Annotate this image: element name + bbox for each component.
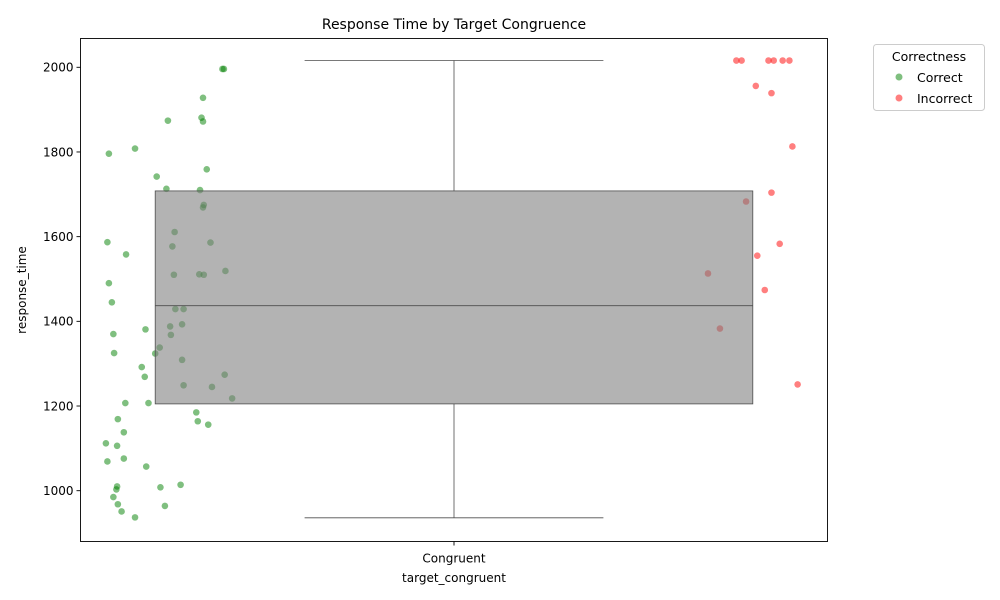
data-point-correct bbox=[177, 481, 184, 489]
data-point-incorrect bbox=[733, 57, 740, 64]
y-tick-label: 2000 bbox=[43, 61, 74, 75]
y-tick-label: 1200 bbox=[43, 399, 74, 413]
data-point-correct bbox=[122, 399, 129, 407]
data-point-correct bbox=[157, 484, 164, 491]
y-tick-label: 1000 bbox=[43, 484, 74, 498]
data-point-correct bbox=[138, 363, 146, 371]
data-point-incorrect bbox=[789, 143, 796, 150]
data-point-correct bbox=[108, 298, 116, 306]
legend-frame bbox=[873, 44, 985, 111]
data-point-correct bbox=[142, 326, 149, 333]
data-point-incorrect bbox=[776, 240, 783, 248]
data-point-correct bbox=[163, 185, 170, 193]
data-point-correct bbox=[203, 166, 211, 173]
box-body bbox=[154, 190, 754, 405]
y-tick-label: 1600 bbox=[43, 230, 74, 244]
data-point-correct bbox=[110, 330, 117, 338]
data-point-correct bbox=[141, 373, 149, 381]
data-point-correct bbox=[113, 486, 120, 493]
data-point-incorrect bbox=[770, 57, 778, 64]
data-point-incorrect bbox=[794, 381, 801, 388]
data-point-incorrect bbox=[768, 89, 775, 97]
data-point-incorrect bbox=[779, 57, 786, 64]
data-point-incorrect bbox=[761, 286, 769, 294]
y-axis-label: response_time bbox=[15, 246, 29, 334]
legend-marker-correct bbox=[895, 73, 903, 81]
data-point-incorrect bbox=[768, 189, 775, 196]
data-point-correct bbox=[142, 463, 150, 470]
y-tick-label: 1800 bbox=[43, 145, 74, 159]
legend-label-incorrect: Incorrect bbox=[917, 91, 972, 106]
data-point-correct bbox=[153, 173, 160, 180]
data-point-correct bbox=[194, 417, 202, 425]
box-plot bbox=[304, 60, 604, 519]
data-point-correct bbox=[110, 349, 118, 357]
data-point-correct bbox=[114, 500, 122, 508]
data-point-correct bbox=[131, 514, 139, 521]
data-point-incorrect bbox=[738, 57, 745, 64]
data-point-correct bbox=[145, 399, 152, 407]
data-point-correct bbox=[199, 118, 207, 125]
data-point-correct bbox=[199, 94, 207, 102]
x-axis-label: target_congruent bbox=[402, 571, 506, 585]
data-point-correct bbox=[204, 421, 212, 428]
legend: Correctness Correct Incorrect bbox=[873, 44, 985, 111]
legend-marker-incorrect bbox=[895, 94, 903, 102]
data-point-incorrect bbox=[753, 252, 761, 260]
legend-title: Correctness bbox=[892, 49, 966, 64]
data-point-correct bbox=[105, 150, 113, 157]
data-point-correct bbox=[192, 409, 200, 416]
x-tick-label: Congruent bbox=[422, 552, 485, 566]
data-point-correct bbox=[113, 442, 121, 450]
data-point-correct bbox=[120, 455, 128, 462]
data-point-correct bbox=[110, 493, 117, 501]
data-point-correct bbox=[104, 458, 111, 465]
data-point-correct bbox=[118, 508, 125, 515]
chart-title: Response Time by Target Congruence bbox=[322, 17, 586, 33]
data-point-correct bbox=[104, 238, 111, 246]
data-point-incorrect bbox=[752, 82, 760, 90]
data-point-correct bbox=[131, 145, 139, 152]
box-iqr bbox=[154, 190, 754, 405]
data-point-correct bbox=[220, 65, 228, 73]
data-point-correct bbox=[105, 279, 113, 287]
data-point-correct bbox=[161, 502, 169, 510]
data-point-incorrect bbox=[786, 57, 793, 64]
x-axis: Congruent bbox=[422, 541, 486, 566]
y-axis: 1000 1200 1400 1600 1800 2000 bbox=[43, 61, 81, 498]
y-tick-label: 1400 bbox=[43, 315, 74, 329]
data-point-correct bbox=[120, 428, 128, 436]
data-point-correct bbox=[114, 415, 122, 423]
data-point-correct bbox=[122, 251, 130, 258]
legend-label-correct: Correct bbox=[917, 70, 963, 85]
data-point-correct bbox=[102, 439, 110, 447]
data-point-incorrect bbox=[765, 57, 772, 64]
data-point-correct bbox=[164, 117, 172, 124]
